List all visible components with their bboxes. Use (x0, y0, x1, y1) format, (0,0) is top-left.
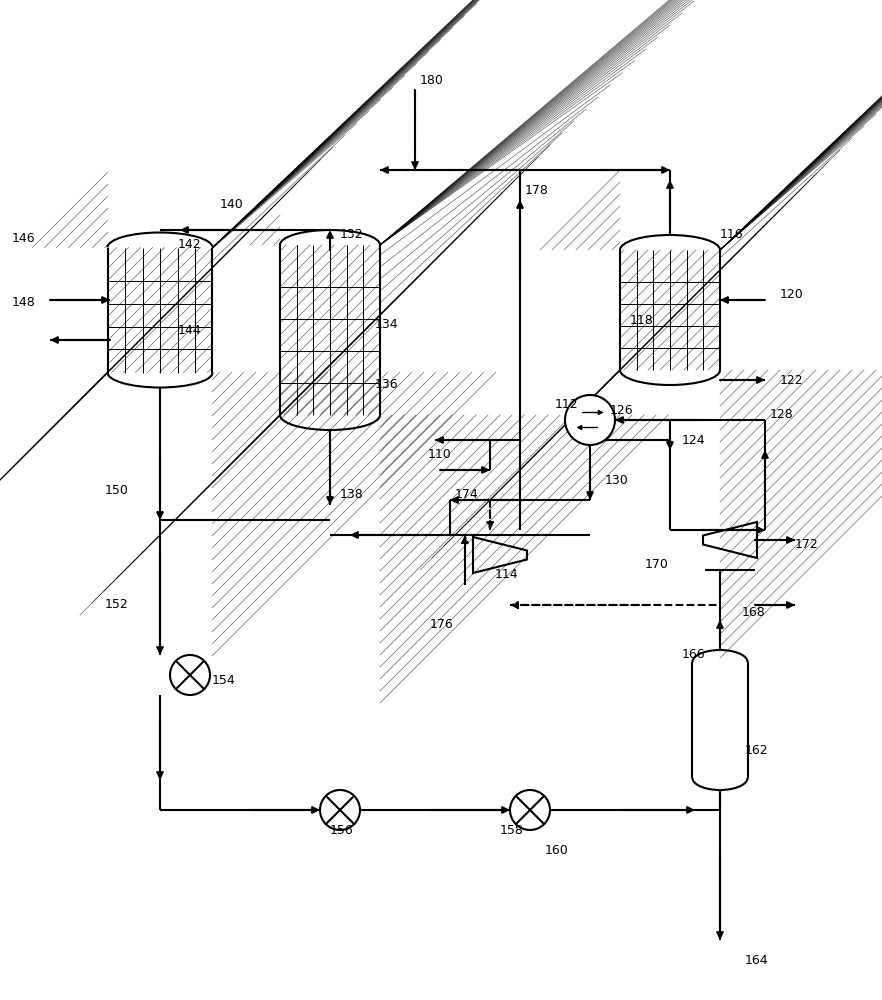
Text: 150: 150 (105, 484, 129, 497)
Text: 152: 152 (105, 598, 129, 611)
Text: 114: 114 (495, 568, 519, 582)
Text: 110: 110 (428, 448, 452, 462)
Text: 128: 128 (770, 408, 794, 422)
Text: 146: 146 (12, 232, 35, 244)
Text: 162: 162 (745, 744, 768, 756)
Text: 130: 130 (605, 474, 629, 487)
Text: 172: 172 (795, 538, 818, 552)
Text: 158: 158 (500, 824, 524, 836)
Text: 148: 148 (12, 296, 36, 308)
Text: 178: 178 (525, 184, 549, 196)
Text: 156: 156 (330, 824, 354, 836)
Text: 166: 166 (682, 648, 706, 662)
Text: 168: 168 (742, 605, 766, 618)
Circle shape (565, 395, 615, 445)
Text: 112: 112 (555, 398, 579, 412)
Text: 174: 174 (455, 488, 479, 502)
Text: 142: 142 (178, 238, 202, 251)
Text: 132: 132 (340, 229, 363, 241)
Text: 180: 180 (420, 74, 444, 87)
Text: 116: 116 (720, 229, 744, 241)
Text: 160: 160 (545, 844, 569, 856)
Text: 170: 170 (645, 558, 669, 572)
Text: 144: 144 (178, 324, 202, 336)
Text: 134: 134 (375, 318, 399, 332)
Text: 122: 122 (780, 373, 804, 386)
Text: 176: 176 (430, 618, 453, 632)
Text: 136: 136 (375, 378, 399, 391)
Text: 126: 126 (610, 403, 633, 416)
Text: 138: 138 (340, 488, 363, 502)
Text: 164: 164 (745, 954, 768, 966)
Text: 124: 124 (682, 434, 706, 446)
Text: 118: 118 (630, 314, 654, 326)
Text: 120: 120 (780, 288, 804, 302)
Text: 140: 140 (220, 198, 243, 212)
Text: 154: 154 (212, 674, 235, 686)
